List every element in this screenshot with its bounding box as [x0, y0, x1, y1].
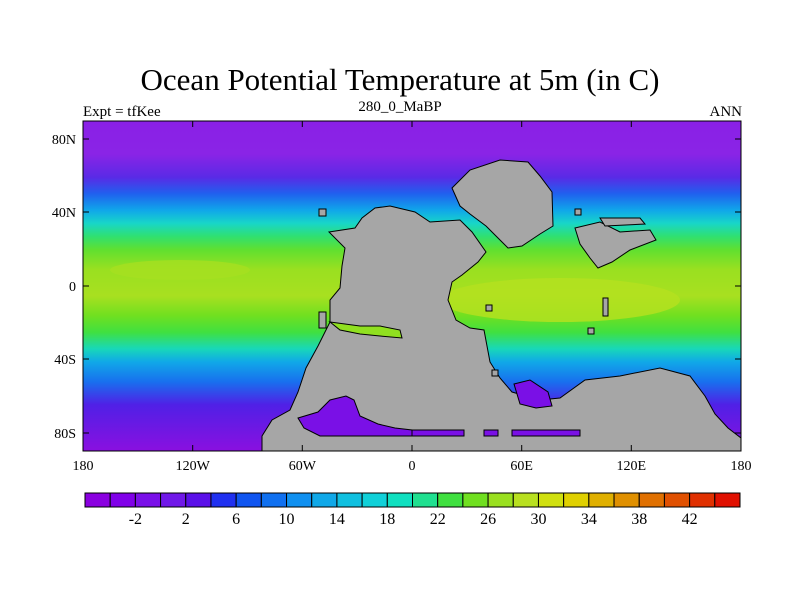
colorbar-swatch [235, 492, 262, 508]
colorbar-swatch [386, 492, 413, 508]
colorbar-swatch [210, 492, 237, 508]
colorbar-label: 18 [379, 511, 395, 528]
colorbar-swatch [537, 492, 565, 508]
colorbar-swatch [714, 492, 741, 508]
lat-tick-label: 40N [52, 206, 76, 221]
colorbar-swatch [260, 492, 288, 508]
lon-ticks [82, 121, 742, 451]
island-4 [318, 311, 327, 329]
colorbar-swatch [588, 492, 615, 508]
east-island-small [599, 217, 647, 227]
island-6 [587, 327, 595, 335]
island-3 [602, 297, 609, 317]
warm-pool [440, 278, 680, 322]
colorbar-swatch [134, 492, 162, 508]
season-label: ANN [709, 104, 743, 120]
colorbar-label: 34 [581, 511, 597, 528]
lat-tick-label: 80S [54, 427, 76, 442]
lat-tick-label: 40S [54, 353, 76, 368]
cold-embayment-south [411, 429, 465, 437]
map-panel [83, 121, 741, 451]
lon-tick-label: 180 [731, 459, 752, 474]
colorbar-swatch [638, 492, 665, 508]
pacific-warm-band [110, 260, 250, 280]
experiment-label: Expt = tfKee [83, 104, 161, 120]
colorbar-swatch [286, 492, 313, 508]
colorbar [84, 492, 741, 508]
east-island [574, 221, 657, 269]
colorbar-labels: -2 2 6 10 14 18 22 26 30 34 38 42 [129, 511, 698, 528]
lon-tick-label: 60W [289, 459, 317, 474]
colorbar-swatch [663, 492, 691, 508]
colorbar-swatch [613, 492, 640, 508]
colorbar-swatch [311, 492, 338, 508]
island-1 [318, 208, 327, 217]
colorbar-label: 2 [182, 511, 190, 528]
colorbar-swatch [563, 492, 590, 508]
colorbar-label: 14 [329, 511, 345, 528]
colorbar-label: 6 [232, 511, 240, 528]
pangaea-landmass [261, 205, 741, 451]
colorbar-swatch [185, 492, 212, 508]
colorbar-label: 42 [682, 511, 698, 528]
colorbar-swatch [109, 492, 136, 508]
colorbar-label: 26 [480, 511, 496, 528]
colorbar-swatch [437, 492, 464, 508]
map-title: Ocean Potential Temperature at 5m (in C) [140, 62, 660, 97]
timeslice-label: 280_0_MaBP [358, 99, 442, 115]
lon-tick-label: 60E [510, 459, 533, 474]
paleo-tethys-gulf [328, 321, 403, 339]
colorbar-label: 30 [530, 511, 546, 528]
colorbar-swatch [160, 492, 187, 508]
lon-tick-label: 180 [73, 459, 94, 474]
colorbar-swatch [84, 492, 111, 508]
cold-embayment-east [513, 379, 553, 409]
cold-embayment-south-3 [483, 429, 499, 437]
colorbar-label: -2 [129, 511, 142, 528]
colorbar-swatch [336, 492, 363, 508]
colorbar-swatch [361, 492, 388, 508]
island-7 [491, 369, 499, 377]
colorbar-swatch [462, 492, 489, 508]
colorbar-swatch [689, 492, 716, 508]
lat-tick-label: 0 [69, 280, 76, 295]
lat-ticks [83, 138, 741, 434]
northeast-landmass [451, 159, 554, 249]
lon-tick-label: 120W [176, 459, 211, 474]
colorbar-label: 22 [430, 511, 446, 528]
lat-tick-label: 80N [52, 133, 76, 148]
cold-embayment-west [297, 395, 413, 437]
colorbar-label: 38 [631, 511, 647, 528]
colorbar-label: 10 [279, 511, 295, 528]
island-2 [574, 208, 582, 216]
colorbar-swatch [512, 492, 539, 508]
lon-tick-label: 120E [617, 459, 647, 474]
colorbar-swatch [487, 492, 514, 508]
cold-embayment-south-2 [511, 429, 581, 437]
lon-tick-label: 0 [409, 459, 416, 474]
colorbar-swatch [412, 492, 439, 508]
island-5 [485, 304, 493, 312]
